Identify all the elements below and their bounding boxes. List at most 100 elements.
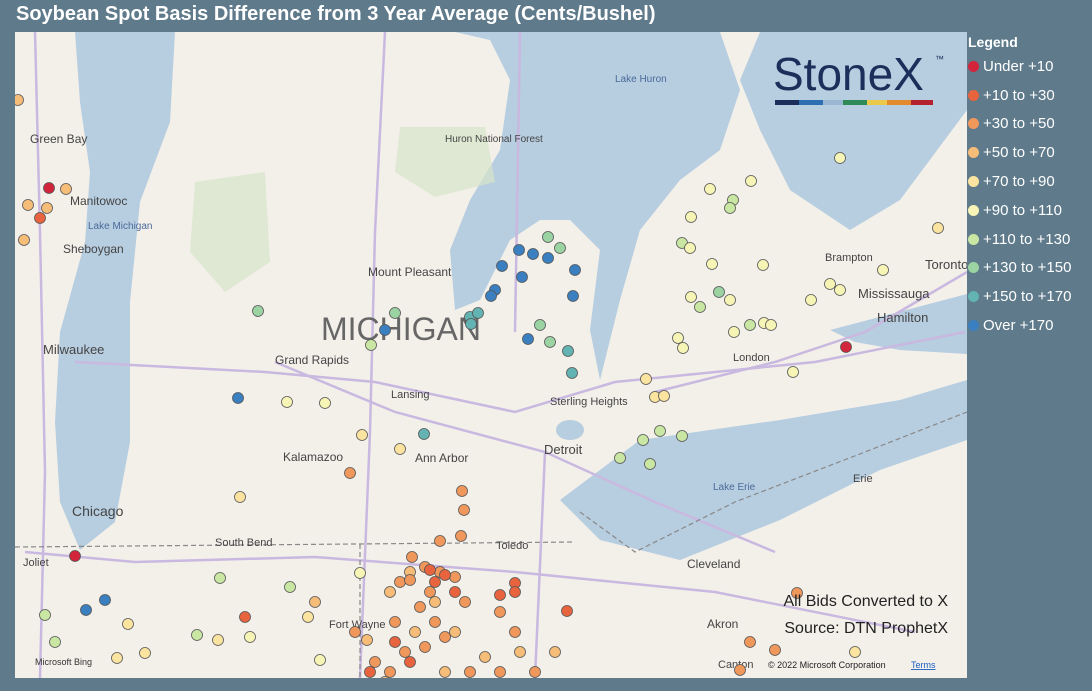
legend-swatch: [968, 262, 979, 274]
bid-point: [41, 202, 53, 214]
bid-point: [834, 284, 846, 296]
place-label: Joliet: [23, 557, 49, 569]
bid-point: [485, 290, 497, 302]
legend-swatch: [968, 60, 979, 72]
attribution: Microsoft Bing: [35, 657, 92, 667]
legend-swatch: [968, 147, 979, 159]
bid-point: [384, 666, 396, 678]
bid-point: [654, 425, 666, 437]
bid-point: [840, 341, 852, 353]
bid-point: [513, 244, 525, 256]
bid-point: [542, 231, 554, 243]
bid-point: [389, 636, 401, 648]
legend-label: +50 to +70: [983, 144, 1055, 162]
place-label: Milwaukee: [43, 342, 104, 357]
place-label: Lake Huron: [615, 74, 667, 85]
place-label: Mount Pleasant: [368, 265, 452, 279]
bid-point: [549, 646, 561, 658]
bid-point: [805, 294, 817, 306]
bid-point: [494, 589, 506, 601]
place-label: Toronto: [925, 257, 967, 272]
bid-point: [418, 428, 430, 440]
legend-item: +150 to +170: [968, 282, 1092, 311]
water: [55, 32, 967, 560]
legend-label: +10 to +30: [983, 86, 1055, 104]
legend-label: +70 to +90: [983, 173, 1055, 191]
legend-swatch: [968, 320, 979, 332]
bid-point: [364, 666, 376, 678]
place-label: Akron: [707, 617, 738, 631]
bid-point: [706, 258, 718, 270]
legend-label: Under +10: [983, 57, 1054, 75]
bid-point: [354, 567, 366, 579]
legend-item: Over +170: [968, 311, 1092, 340]
borders: [15, 411, 967, 678]
bid-point: [439, 631, 451, 643]
bid-point: [449, 626, 461, 638]
bid-point: [516, 271, 528, 283]
bid-point: [384, 586, 396, 598]
bid-point: [685, 291, 697, 303]
bid-point: [496, 260, 508, 272]
logo: StoneX ™: [773, 48, 944, 105]
bid-point: [724, 294, 736, 306]
legend: Legend Under +10 +10 to +30 +30 to +50 +50 …: [968, 34, 1092, 340]
place-label: Detroit: [544, 442, 583, 457]
legend-swatch: [968, 291, 979, 303]
bid-point: [232, 392, 244, 404]
bid-point: [644, 458, 656, 470]
bid-point: [281, 396, 293, 408]
bid-point: [522, 333, 534, 345]
place-label: London: [733, 352, 770, 364]
bid-point: [640, 373, 652, 385]
bid-point: [234, 491, 246, 503]
terms-link[interactable]: Terms: [911, 660, 936, 670]
bid-point: [514, 646, 526, 658]
bid-point: [561, 605, 573, 617]
legend-item: +70 to +90: [968, 167, 1092, 196]
place-label: Lake Michigan: [88, 221, 152, 232]
bid-point: [464, 666, 476, 678]
legend-item: +10 to +30: [968, 81, 1092, 110]
bid-point: [389, 307, 401, 319]
place-label: Cleveland: [687, 557, 740, 571]
place-label: Ann Arbor: [415, 451, 468, 465]
bid-point: [704, 183, 716, 195]
bid-point: [389, 616, 401, 628]
bid-point: [676, 430, 688, 442]
bid-point: [406, 551, 418, 563]
legend-label: +90 to +110: [983, 201, 1062, 219]
bid-point: [757, 259, 769, 271]
bid-point: [472, 307, 484, 319]
place-label: Kalamazoo: [283, 450, 343, 464]
bid-point: [252, 305, 264, 317]
bid-point: [527, 248, 539, 260]
legend-item: +130 to +150: [968, 254, 1092, 283]
bid-point: [409, 626, 421, 638]
legend-label: +150 to +170: [983, 288, 1072, 306]
bid-point: [455, 530, 467, 542]
bid-point: [849, 646, 861, 658]
bid-point: [424, 564, 436, 576]
bid-point: [60, 183, 72, 195]
bid-point: [449, 571, 461, 583]
bid-point: [877, 264, 889, 276]
bid-point: [713, 286, 725, 298]
legend-label: +30 to +50: [983, 115, 1055, 133]
bid-point: [672, 332, 684, 344]
place-label: Hamilton: [877, 310, 928, 325]
place-label: Lansing: [391, 389, 430, 401]
bid-point: [361, 634, 373, 646]
place-label: Toledo: [496, 540, 528, 552]
bid-point: [424, 586, 436, 598]
bid-point: [344, 467, 356, 479]
place-label: Grand Rapids: [275, 353, 349, 367]
bid-point: [824, 278, 836, 290]
bid-point: [554, 242, 566, 254]
bid-point: [544, 336, 556, 348]
legend-label: +110 to +130: [983, 230, 1071, 248]
bid-point: [379, 324, 391, 336]
bid-point: [562, 345, 574, 357]
bid-point: [404, 656, 416, 668]
